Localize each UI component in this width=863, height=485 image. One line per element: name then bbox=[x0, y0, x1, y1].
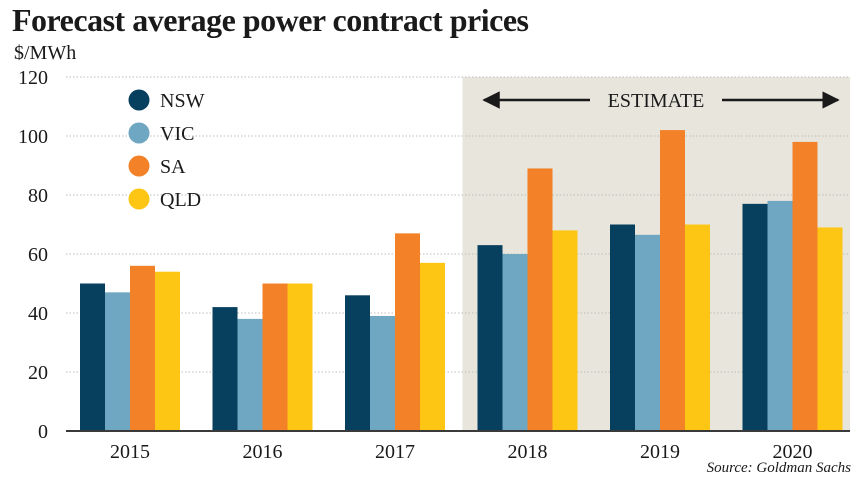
bar-qld-2015 bbox=[155, 271, 180, 431]
x-tick-label: 2020 bbox=[773, 441, 813, 463]
bar-sa-2020 bbox=[792, 141, 818, 431]
legend-label-sa: SA bbox=[160, 156, 186, 178]
bar-sa-2015 bbox=[130, 265, 155, 431]
bar-nsw-2018 bbox=[477, 245, 503, 431]
legend-marker-nsw bbox=[128, 89, 150, 111]
bar-nsw-2017 bbox=[345, 295, 370, 431]
bar-vic-2015 bbox=[105, 292, 130, 431]
bar-qld-2020 bbox=[817, 227, 843, 431]
y-tick-label: 60 bbox=[28, 244, 48, 266]
legend-marker-sa bbox=[128, 155, 150, 177]
x-tick-label: 2019 bbox=[640, 441, 680, 463]
bar-nsw-2020 bbox=[742, 203, 768, 431]
bar-vic-2020 bbox=[767, 200, 793, 431]
y-tick-label: 80 bbox=[28, 185, 48, 207]
y-tick-label: 120 bbox=[18, 67, 48, 89]
bar-qld-2016 bbox=[287, 283, 313, 431]
bar-sa-2019 bbox=[660, 130, 685, 431]
bar-sa-2016 bbox=[262, 283, 288, 431]
bar-qld-2017 bbox=[420, 262, 445, 431]
estimate-label: ESTIMATE bbox=[608, 90, 705, 112]
legend-label-vic: VIC bbox=[160, 123, 194, 145]
bar-nsw-2019 bbox=[610, 224, 635, 431]
bar-qld-2019 bbox=[685, 224, 710, 431]
y-tick-label: 40 bbox=[28, 303, 48, 325]
legend-label-qld: QLD bbox=[160, 189, 201, 211]
bar-vic-2017 bbox=[370, 315, 395, 431]
bar-vic-2018 bbox=[502, 254, 528, 431]
legend-marker-qld bbox=[128, 188, 150, 210]
x-tick-label: 2015 bbox=[110, 441, 150, 463]
x-tick-label: 2018 bbox=[508, 441, 548, 463]
legend-label-nsw: NSW bbox=[160, 90, 205, 112]
y-tick-label: 0 bbox=[38, 421, 48, 443]
bar-sa-2018 bbox=[527, 168, 553, 431]
y-tick-label: 100 bbox=[18, 126, 48, 148]
bar-vic-2019 bbox=[635, 234, 660, 431]
bar-nsw-2015 bbox=[80, 283, 105, 431]
y-axis-unit-label: $/MWh bbox=[14, 42, 77, 64]
x-tick-label: 2016 bbox=[243, 441, 283, 463]
x-tick-label: 2017 bbox=[375, 441, 415, 463]
bar-sa-2017 bbox=[395, 233, 420, 431]
bar-qld-2018 bbox=[552, 230, 578, 431]
chart-title: Forecast average power contract prices bbox=[12, 2, 529, 38]
legend-marker-vic bbox=[128, 122, 150, 144]
bar-nsw-2016 bbox=[212, 307, 238, 431]
y-tick-label: 20 bbox=[28, 362, 48, 384]
source-note: Source: Goldman Sachs bbox=[706, 460, 851, 476]
bar-vic-2016 bbox=[237, 318, 263, 431]
